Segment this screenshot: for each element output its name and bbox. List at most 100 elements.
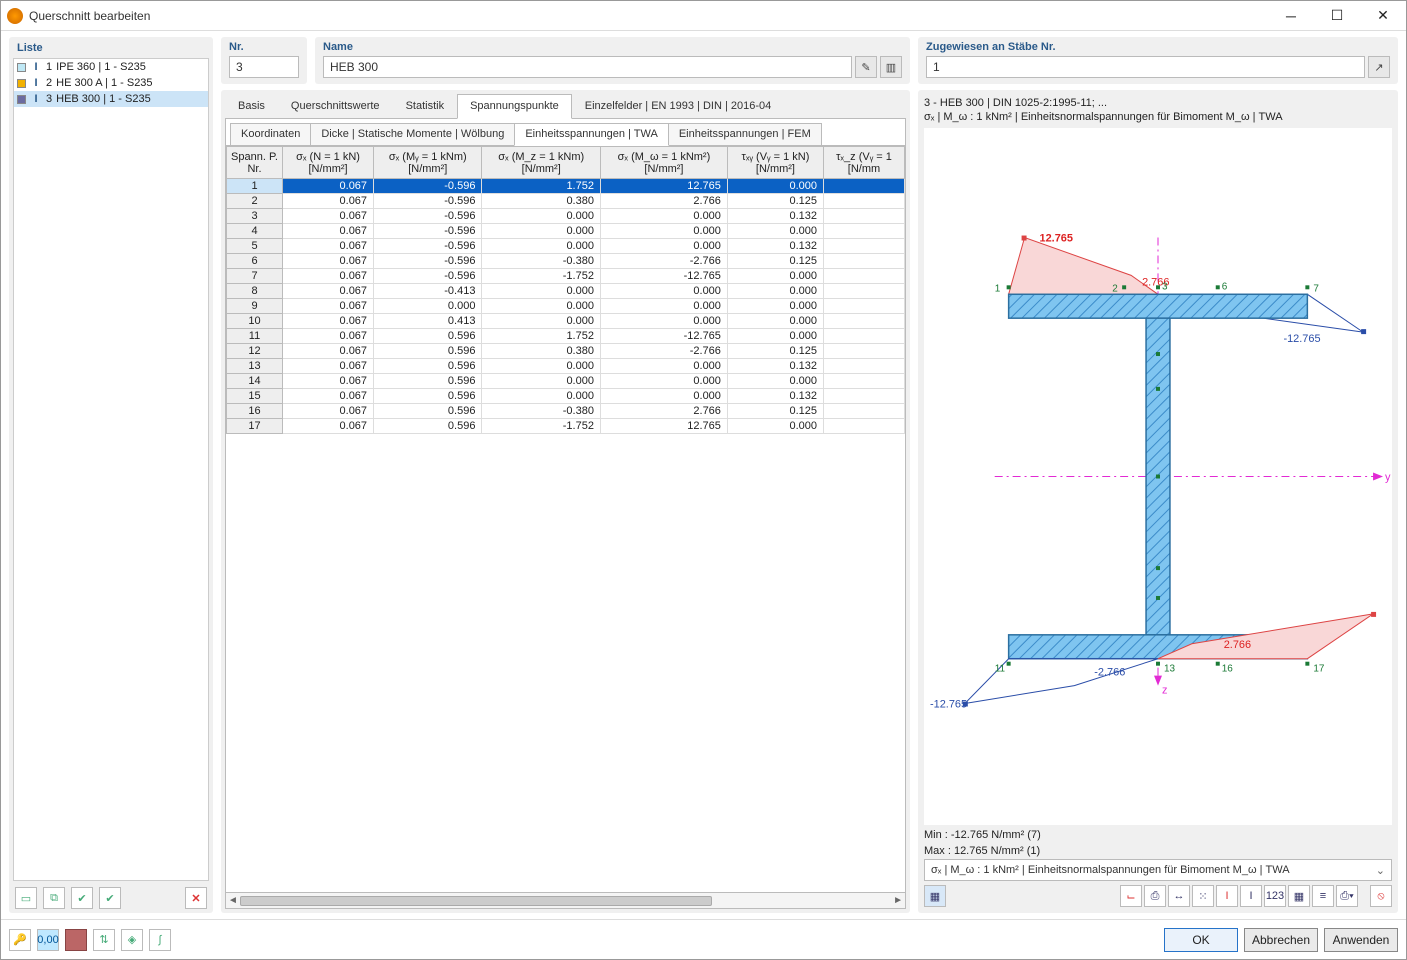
- tab[interactable]: Basis: [225, 94, 278, 118]
- svg-text:y: y: [1385, 471, 1391, 483]
- list-panel: Liste I1IPE 360 | 1 - S235I2HE 300 A | 1…: [9, 37, 213, 913]
- minimize-button[interactable]: ─: [1268, 1, 1314, 30]
- table-row[interactable]: 150.0670.5960.0000.0000.132: [227, 389, 905, 404]
- tool-grid[interactable]: ▦: [1288, 885, 1310, 907]
- tab[interactable]: Querschnittswerte: [278, 94, 393, 118]
- svg-text:13: 13: [1164, 664, 1176, 675]
- sub-tabs: KoordinatenDicke | Statische Momente | W…: [226, 119, 905, 146]
- apply-button[interactable]: Anwenden: [1324, 928, 1398, 952]
- column-header[interactable]: Spann. P.Nr.: [227, 147, 283, 179]
- tab[interactable]: Spannungspunkte: [457, 94, 572, 119]
- table-row[interactable]: 60.067-0.596-0.380-2.7660.125: [227, 254, 905, 269]
- svg-text:12.765: 12.765: [1040, 233, 1073, 245]
- table-row[interactable]: 20.067-0.5960.3802.7660.125: [227, 194, 905, 209]
- table-row[interactable]: 170.0670.596-1.75212.7650.000: [227, 419, 905, 434]
- table-row[interactable]: 120.0670.5960.380-2.7660.125: [227, 344, 905, 359]
- column-header[interactable]: σₓ (N = 1 kN)[N/mm²]: [283, 147, 374, 179]
- tool-values[interactable]: 123: [1264, 885, 1286, 907]
- cancel-button[interactable]: Abbrechen: [1244, 928, 1318, 952]
- subtab[interactable]: Dicke | Statische Momente | Wölbung: [310, 123, 515, 145]
- table-row[interactable]: 30.067-0.5960.0000.0000.132: [227, 209, 905, 224]
- copy-item-button[interactable]: ⧉: [43, 887, 65, 909]
- tool-c[interactable]: ∫: [149, 929, 171, 951]
- figure-title-1: 3 - HEB 300 | DIN 1025-2:1995-11; ...: [924, 96, 1392, 110]
- figure-area[interactable]: y z 12.765 2.766: [924, 128, 1392, 825]
- figure-min: Min : -12.765 N/mm² (7): [924, 829, 1392, 841]
- table-row[interactable]: 80.067-0.4130.0000.0000.000: [227, 284, 905, 299]
- tab[interactable]: Einzelfelder | EN 1993 | DIN | 2016-04: [572, 94, 785, 118]
- svg-text:2: 2: [1112, 283, 1118, 294]
- tab[interactable]: Statistik: [393, 94, 458, 118]
- subtab[interactable]: Koordinaten: [230, 123, 311, 145]
- nr-box: Nr.: [221, 37, 307, 84]
- column-header[interactable]: σₓ (M_z = 1 kNm)[N/mm²]: [482, 147, 601, 179]
- library-icon[interactable]: ▥: [880, 56, 902, 78]
- figure-panel: 3 - HEB 300 | DIN 1025-2:1995-11; ... σₓ…: [918, 90, 1398, 913]
- list-item[interactable]: I2HE 300 A | 1 - S235: [14, 75, 208, 91]
- color-button[interactable]: [65, 929, 87, 951]
- svg-text:16: 16: [1222, 664, 1234, 675]
- ok-button[interactable]: OK: [1164, 928, 1238, 952]
- column-header[interactable]: σₓ (Mᵧ = 1 kNm)[N/mm²]: [374, 147, 482, 179]
- subtab[interactable]: Einheitsspannungen | FEM: [668, 123, 822, 145]
- svg-text:3: 3: [1162, 281, 1168, 292]
- help-button[interactable]: 🔑: [9, 929, 31, 951]
- stress-table[interactable]: Spann. P.Nr.σₓ (N = 1 kN)[N/mm²]σₓ (Mᵧ =…: [226, 146, 905, 434]
- cross-section-list[interactable]: I1IPE 360 | 1 - S235I2HE 300 A | 1 - S23…: [13, 58, 209, 881]
- tool-reset[interactable]: ⦸: [1370, 885, 1392, 907]
- column-header[interactable]: σₓ (M_ω = 1 kNm²)[N/mm²]: [600, 147, 727, 179]
- svg-text:-2.766: -2.766: [1094, 667, 1125, 679]
- subtab[interactable]: Einheitsspannungen | TWA: [514, 123, 669, 146]
- svg-text:-12.765: -12.765: [930, 699, 967, 711]
- table-row[interactable]: 70.067-0.596-1.752-12.7650.000: [227, 269, 905, 284]
- data-panel: BasisQuerschnittswerteStatistikSpannungs…: [221, 90, 910, 913]
- main-tabs: BasisQuerschnittswerteStatistikSpannungs…: [225, 94, 906, 119]
- horizontal-scrollbar[interactable]: ◄ ►: [226, 892, 905, 908]
- delete-item-button[interactable]: ✕: [185, 887, 207, 909]
- figure-max: Max : 12.765 N/mm² (1): [924, 845, 1392, 857]
- pick-members-icon[interactable]: ↗: [1368, 56, 1390, 78]
- table-row[interactable]: 130.0670.5960.0000.0000.132: [227, 359, 905, 374]
- tool-axes[interactable]: ⌙: [1120, 885, 1142, 907]
- assigned-label: Zugewiesen an Stäbe Nr.: [926, 41, 1390, 53]
- table-row[interactable]: 140.0670.5960.0000.0000.000: [227, 374, 905, 389]
- column-header[interactable]: τₓᵧ (Vᵧ = 1 kN)[N/mm²]: [727, 147, 823, 179]
- cross-section-diagram: y z 12.765 2.766: [925, 129, 1391, 824]
- tool-points[interactable]: ⁙: [1192, 885, 1214, 907]
- table-row[interactable]: 100.0670.4130.0000.0000.000: [227, 314, 905, 329]
- list-item[interactable]: I1IPE 360 | 1 - S235: [14, 59, 208, 75]
- svg-text:z: z: [1162, 685, 1167, 697]
- window-title: Querschnitt bearbeiten: [29, 9, 1268, 23]
- table-row[interactable]: 110.0670.5961.752-12.7650.000: [227, 329, 905, 344]
- tool-1[interactable]: ▦: [924, 885, 946, 907]
- tool-b[interactable]: ◈: [121, 929, 143, 951]
- tool-ibeam2[interactable]: I: [1240, 885, 1262, 907]
- table-row[interactable]: 160.0670.596-0.3802.7660.125: [227, 404, 905, 419]
- name-box: Name ✎ ▥: [315, 37, 910, 84]
- check2-button[interactable]: ✔: [99, 887, 121, 909]
- table-row[interactable]: 90.0670.0000.0000.0000.000: [227, 299, 905, 314]
- table-row[interactable]: 50.067-0.5960.0000.0000.132: [227, 239, 905, 254]
- tool-ibeam1[interactable]: I: [1216, 885, 1238, 907]
- name-input[interactable]: [323, 56, 852, 78]
- maximize-button[interactable]: ☐: [1314, 1, 1360, 30]
- tool-a[interactable]: ⇅: [93, 929, 115, 951]
- tool-dim[interactable]: ↔: [1168, 885, 1190, 907]
- figure-select[interactable]: σₓ | M_ω : 1 kNm² | Einheitsnormalspannu…: [924, 859, 1392, 881]
- tool-printer[interactable]: ⎙▾: [1336, 885, 1358, 907]
- table-row[interactable]: 10.067-0.5961.75212.7650.000: [227, 179, 905, 194]
- check-button[interactable]: ✔: [71, 887, 93, 909]
- table-row[interactable]: 40.067-0.5960.0000.0000.000: [227, 224, 905, 239]
- nr-input[interactable]: [229, 56, 299, 78]
- tool-list[interactable]: ≡: [1312, 885, 1334, 907]
- list-item[interactable]: I3HEB 300 | 1 - S235: [14, 91, 208, 107]
- dialog-bottombar: 🔑 0,00 ⇅ ◈ ∫ OK Abbrechen Anwenden: [1, 919, 1406, 959]
- assigned-input[interactable]: [926, 56, 1365, 78]
- close-button[interactable]: ✕: [1360, 1, 1406, 30]
- units-button[interactable]: 0,00: [37, 929, 59, 951]
- new-item-button[interactable]: ▭: [15, 887, 37, 909]
- edit-name-icon[interactable]: ✎: [855, 56, 877, 78]
- figure-toolbar: ▦ ⌙ ⎙ ↔ ⁙ I I 123 ▦ ≡ ⎙▾: [924, 885, 1392, 907]
- tool-print[interactable]: ⎙: [1144, 885, 1166, 907]
- column-header[interactable]: τₓ_z (Vᵧ = 1[N/mm: [823, 147, 904, 179]
